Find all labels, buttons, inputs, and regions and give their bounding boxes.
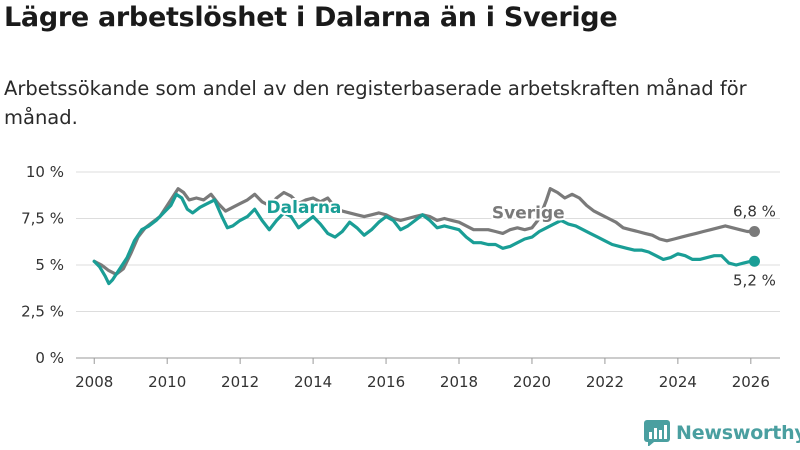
y-tick-label: 7,5 % <box>21 210 64 228</box>
chart-subtitle: Arbetssökande som andel av den registerb… <box>4 77 747 129</box>
y-tick-label: 2,5 % <box>21 303 64 321</box>
series-annotation-sverige: Sverige <box>492 204 565 224</box>
series-line-dalarna <box>92 192 757 286</box>
x-tick-label: 2008 <box>75 373 113 391</box>
series-annotation-dalarna: Dalarna <box>267 198 342 218</box>
x-tick-label: 2020 <box>513 373 551 391</box>
x-tick-label: 2016 <box>367 373 405 391</box>
y-tick-label: 0 % <box>35 349 64 367</box>
y-axis: 0 % 2,5 % 5 % 7,5 % 10 % <box>21 163 64 367</box>
newsworthy-brand: Newsworthy <box>644 419 800 447</box>
x-tick-label: 2024 <box>659 373 697 391</box>
brand-name: Newsworthy <box>676 422 800 444</box>
y-tick-label: 5 % <box>35 256 64 274</box>
bar-chart-logo-icon <box>644 420 670 446</box>
end-label-dalarna: 5,2 % <box>733 271 776 289</box>
x-tick-label: 2022 <box>586 373 624 391</box>
end-point-sverige <box>748 226 760 238</box>
x-tick-label: 2012 <box>221 373 259 391</box>
label-layer: 6,8 % 5,2 % Dalarna Sverige <box>265 196 776 289</box>
x-axis: 2008 2010 2012 2014 2016 2018 2020 2022 2024 2026 <box>75 358 770 391</box>
series-line-sverige <box>92 187 757 276</box>
y-tick-label: 10 % <box>26 163 64 181</box>
x-tick-label: 2014 <box>294 373 332 391</box>
x-tick-label: 2018 <box>440 373 478 391</box>
end-point-dalarna <box>748 255 760 267</box>
series-layer <box>92 187 757 286</box>
x-tick-label: 2010 <box>148 373 186 391</box>
end-label-sverige: 6,8 % <box>733 203 776 221</box>
chart-title: Lägre arbetslöshet i Dalarna än i Sverig… <box>4 2 618 33</box>
x-tick-label: 2026 <box>732 373 770 391</box>
